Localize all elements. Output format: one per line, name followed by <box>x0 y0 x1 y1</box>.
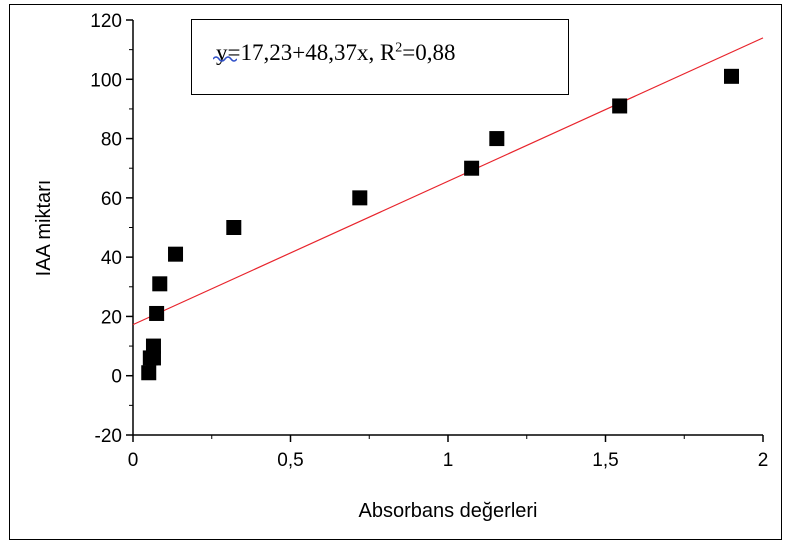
y-tick-label: 100 <box>90 70 122 91</box>
y-axis-title: IAA miktarı <box>33 180 55 277</box>
y-tick-label: 20 <box>101 307 122 328</box>
regression-line <box>132 37 764 326</box>
data-point <box>149 305 165 321</box>
x-axis-title: Absorbans değerleri <box>359 500 538 522</box>
y-tick-label: -20 <box>95 426 122 447</box>
equation-r-value: =0,88 <box>402 40 456 65</box>
data-point <box>612 98 628 114</box>
y-tick-label: 0 <box>111 367 122 388</box>
spellcheck-squiggle <box>213 56 237 62</box>
x-tick-label: 2 <box>758 450 769 471</box>
y-tick-label: 60 <box>101 189 122 210</box>
data-point <box>489 131 505 147</box>
equation-text: y=17,23+48,37x, R <box>216 40 396 65</box>
x-tick-label: 1 <box>443 450 454 471</box>
data-point <box>145 338 161 354</box>
x-tick-label: 0 <box>128 450 139 471</box>
x-tick-label: 1,5 <box>592 450 618 471</box>
data-point <box>141 365 157 381</box>
x-tick-label: 0,5 <box>277 450 303 471</box>
data-point <box>168 246 184 262</box>
data-point <box>464 160 480 176</box>
y-tick-label: 40 <box>101 248 122 269</box>
regression-equation-box: y=17,23+48,37x, R2=0,88 <box>191 19 569 95</box>
equation-superscript: 2 <box>395 40 403 56</box>
data-point <box>724 68 739 84</box>
data-point <box>352 190 368 206</box>
y-tick-label: 120 <box>90 11 122 32</box>
data-point <box>145 350 161 366</box>
data-point <box>152 276 168 292</box>
data-point <box>226 220 242 235</box>
y-tick-label: 80 <box>101 130 122 151</box>
